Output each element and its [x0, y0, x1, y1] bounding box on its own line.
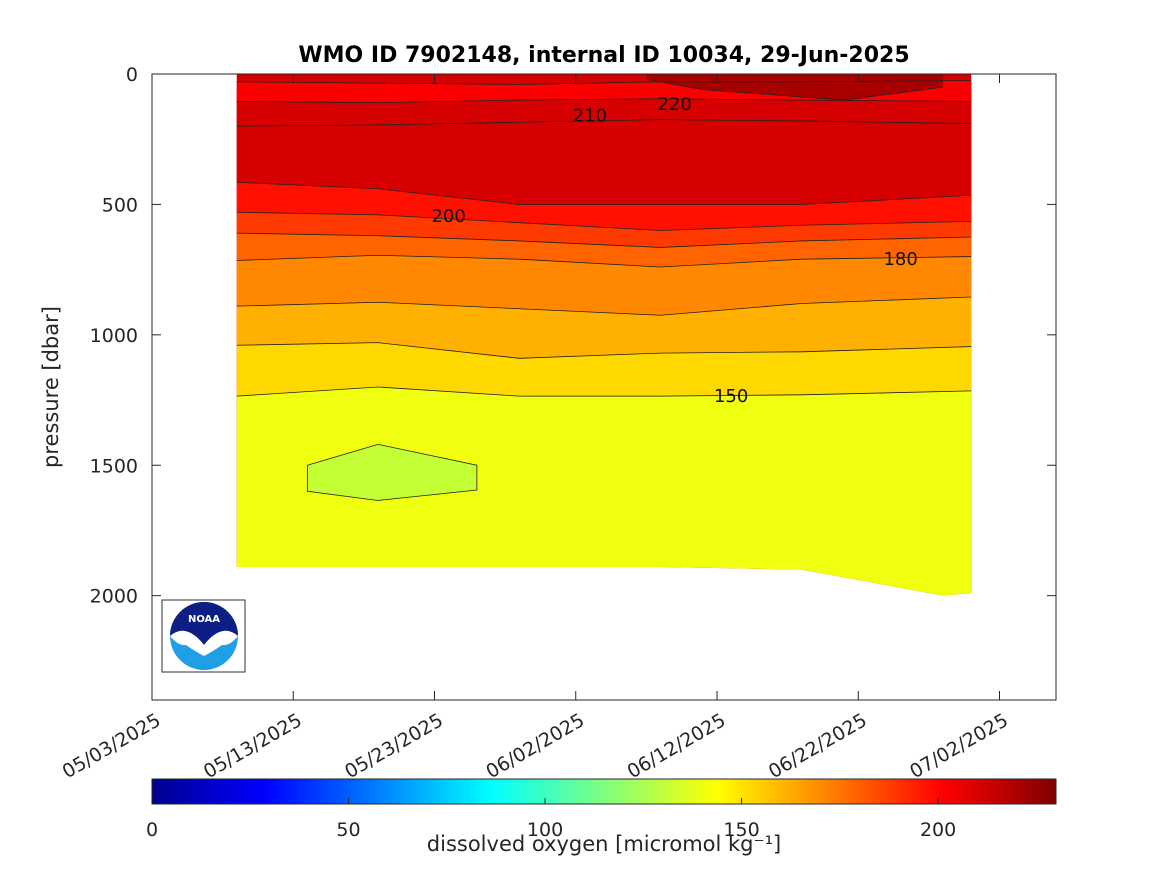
colorbar-tick-label: 150 [723, 819, 759, 841]
y-tick-label: 1000 [90, 325, 138, 347]
colorbar-tick-label: 100 [527, 819, 563, 841]
x-tick-label: 05/13/2025 [200, 709, 306, 783]
contour-label-150: 150 [714, 386, 748, 407]
x-tick-label: 06/22/2025 [765, 709, 871, 783]
fill-band-220 [646, 74, 943, 101]
colorbar-label: dissolved oxygen [micromol kg⁻¹] [427, 832, 781, 856]
y-axis-ticks: 0 500 1000 1500 2000 [90, 64, 1056, 608]
contour-label-180: 180 [883, 249, 917, 270]
fill-band-160 [236, 297, 972, 359]
fill-band-185 [236, 212, 972, 248]
isoline-170 [236, 254, 972, 268]
contour-label-210: 210 [573, 106, 607, 127]
y-axis-label: pressure [dbar] [39, 306, 63, 468]
y-tick-label: 0 [126, 64, 138, 86]
isoline-190 [236, 181, 972, 205]
fill-band-200 [236, 98, 972, 127]
contour-labels: 220 210 200 180 150 [431, 94, 917, 407]
plot-frame [151, 73, 1057, 701]
colorbar [151, 778, 1057, 805]
x-tick-label: 05/23/2025 [341, 709, 447, 783]
isoline-180 [236, 232, 972, 248]
contour-fills [236, 74, 972, 596]
contour-label-220: 220 [657, 94, 691, 115]
isoline-195 [236, 119, 972, 127]
contour-lines [236, 78, 972, 397]
fill-band-195 [236, 119, 972, 205]
y-tick-label: 2000 [90, 586, 138, 608]
fill-band-170 [236, 255, 972, 316]
fill-band-190 [236, 182, 972, 231]
x-tick-label: 05/03/2025 [59, 709, 165, 783]
isoline-185 [236, 211, 972, 231]
y-tick-label: 1500 [90, 455, 138, 477]
isoline-210 [236, 80, 972, 85]
fill-band-155 [236, 342, 972, 397]
fill-band-150 [236, 387, 972, 596]
isoline-220 [646, 78, 944, 101]
isoline-150 [236, 386, 972, 397]
colorbar-tick-label: 0 [146, 819, 158, 841]
y-tick-label: 500 [102, 194, 138, 216]
noaa-logo-text: NOAA [188, 614, 220, 625]
x-tick-label: 07/02/2025 [906, 709, 1012, 783]
isoline-200 [236, 98, 972, 104]
colorbar-tick-label: 200 [920, 819, 956, 841]
noaa-logo: NOAA [161, 599, 246, 673]
chart-title: WMO ID 7902148, internal ID 10034, 29-Ju… [298, 43, 909, 68]
colorbar-tick-label: 50 [336, 819, 360, 841]
contour-label-200: 200 [431, 206, 465, 227]
isoline-160 [236, 296, 972, 316]
isoline-155 [236, 342, 972, 359]
closed-contour-140 [306, 443, 478, 501]
colorbar-ticks: 0 50 100 150 200 [146, 798, 956, 841]
x-tick-label: 06/12/2025 [624, 709, 730, 783]
x-tick-label: 06/02/2025 [482, 709, 588, 783]
